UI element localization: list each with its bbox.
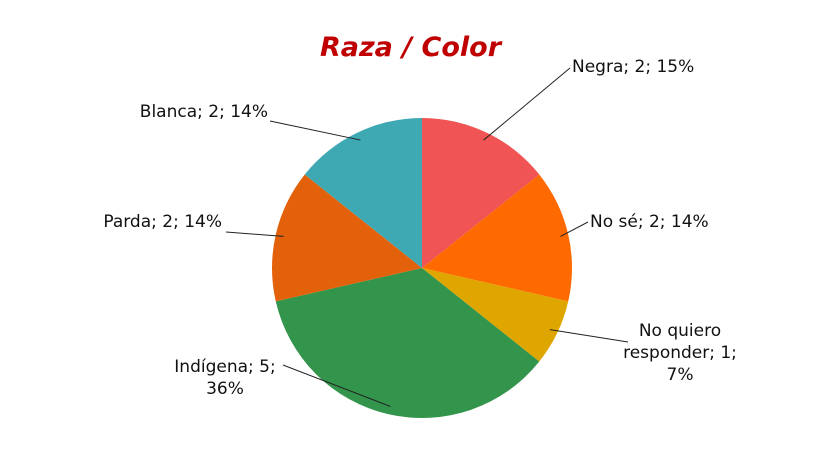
pie-slice <box>275 268 540 418</box>
leader-line <box>549 329 629 343</box>
pie-slice <box>422 118 540 268</box>
leader-line <box>560 221 589 237</box>
data-label: No sé; 2; 14% <box>590 212 709 232</box>
pie-slice <box>422 268 569 362</box>
leader-line <box>225 231 284 237</box>
leader-line <box>269 120 361 141</box>
data-label: Indígena; 5; 36% <box>174 357 276 399</box>
pie-slice <box>422 174 572 302</box>
leader-line <box>483 67 571 141</box>
data-label: Blanca; 2; 14% <box>139 102 268 122</box>
pie-slice <box>304 118 422 268</box>
pie-slice <box>272 174 422 302</box>
leader-line <box>282 364 391 407</box>
data-label: Negra; 2; 15% <box>572 57 695 77</box>
chart-title: Raza / Color <box>319 32 502 63</box>
data-label: Parda; 2; 14% <box>103 212 222 232</box>
data-label: No quiero responder; 1; 7% <box>623 321 737 385</box>
